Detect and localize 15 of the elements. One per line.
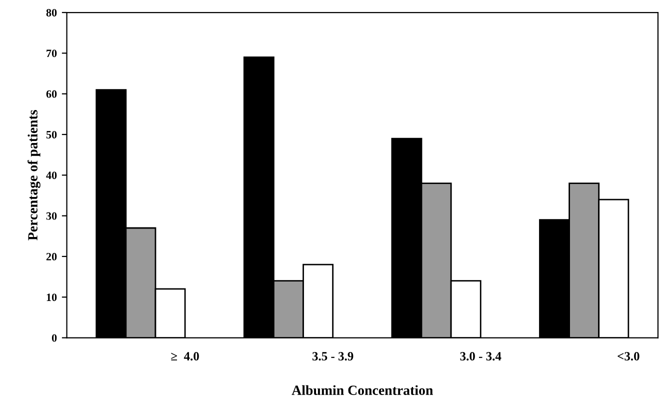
y-tick-label: 50 bbox=[46, 130, 57, 138]
y-tick-label: 0 bbox=[52, 334, 57, 342]
y-tick-label: 60 bbox=[46, 90, 57, 98]
x-axis-title: Albumin Concentration bbox=[292, 385, 433, 396]
x-tick-label: 3.0 - 3.4 bbox=[460, 352, 502, 361]
y-tick-label: 30 bbox=[46, 212, 57, 220]
x-tick-label: <3.0 bbox=[618, 352, 640, 361]
y-tick-label: 40 bbox=[46, 172, 57, 180]
y-tick-label: 10 bbox=[46, 294, 57, 302]
y-tick-label: 20 bbox=[46, 252, 57, 260]
x-tick-label: 3.5 - 3.9 bbox=[312, 352, 354, 361]
x-tick-label: ≥ 4.0 bbox=[171, 352, 199, 361]
y-tick-label: 70 bbox=[46, 50, 57, 58]
y-axis-title: Percentage of patients bbox=[28, 110, 40, 240]
y-tick-label: 80 bbox=[46, 8, 57, 16]
